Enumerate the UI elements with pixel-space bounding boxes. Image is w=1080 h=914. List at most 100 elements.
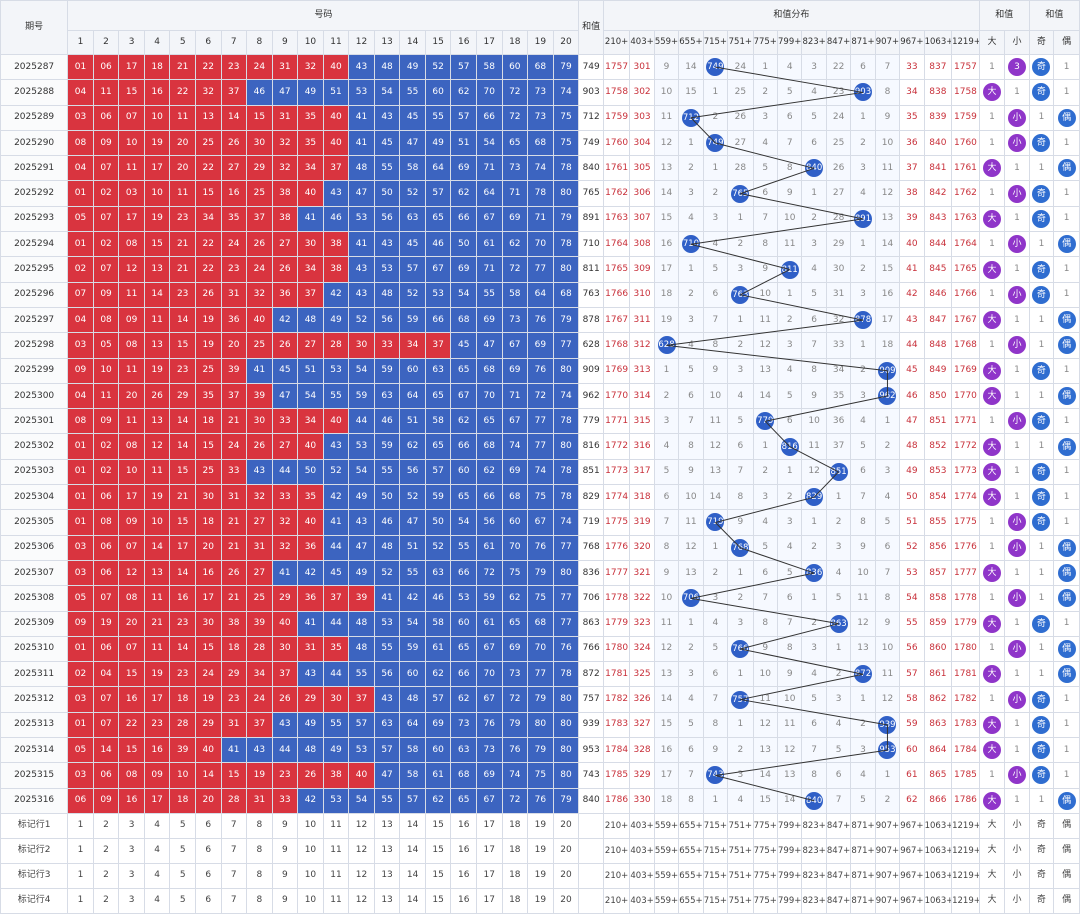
draw-row[interactable]: 2025315 03 06 08 09 10 14 15 19 23 26 38 40 47 58 61 68 6… [0,762,1080,789]
draw-row[interactable]: 2025311 02 04 15 19 23 24 29 34 37 43 44 55 56 60 62 66 7… [0,661,1080,688]
draw-row[interactable]: 2025300 04 11 20 26 29 35 37 39 47 54 55 59 63 64 65 67 7… [0,382,1080,410]
marker-number-cell[interactable]: 5 [169,862,196,889]
draw-row[interactable]: 2025290 08 09 10 19 20 25 26 30 32 35 40 41 45 47 49 51 5… [0,129,1080,157]
marker-dist-cell[interactable]: 799+ [776,812,803,839]
number-col-3[interactable]: 3 [118,30,145,55]
dist-col-9[interactable]: 847+ [825,30,852,55]
marker-dist-cell[interactable]: 823+ [801,837,827,864]
draw-row[interactable]: 2025313 01 07 22 23 28 29 31 37 43 49 55 57 63 64 69 73 7… [0,711,1080,739]
marker-dist-cell[interactable]: 871+ [850,837,876,864]
marker-number-cell[interactable]: 4 [143,887,171,914]
marker-number-cell[interactable]: 11 [322,837,350,864]
number-col-12[interactable]: 12 [348,30,375,55]
marker-number-cell[interactable]: 8 [246,837,273,864]
marker-number-cell[interactable]: 10 [297,837,324,864]
marker-number-cell[interactable]: 4 [143,862,171,889]
marker-row[interactable]: 标记行4 1 2 3 4 5 6 7 8 9 10 11 12 13 14 15 16 17 18 19 20 210+ 4… [0,887,1080,914]
dist-col-1[interactable]: 403+ [629,30,655,55]
marker-dist-cell[interactable]: 559+ [653,812,680,839]
number-col-5[interactable]: 5 [169,30,196,55]
marker-number-cell[interactable]: 8 [246,887,273,914]
marker-dist-cell[interactable]: 775+ [752,887,778,914]
dist-col-10[interactable]: 871+ [850,30,876,55]
marker-number-cell[interactable]: 18 [501,812,529,839]
draw-row[interactable]: 2025298 03 05 08 13 15 19 20 25 26 27 28 30 33 34 37 45 4… [0,332,1080,359]
parity-even-col[interactable]: 偶 [1053,30,1080,55]
dist-col-4[interactable]: 715+ [702,30,729,55]
draw-row[interactable]: 2025314 05 14 15 16 39 40 41 43 44 48 49 53 57 58 60 63 7… [0,737,1080,764]
draw-row[interactable]: 2025288 04 11 15 16 22 32 37 46 47 49 51 53 54 55 60 62 7… [0,79,1080,106]
marker-number-cell[interactable]: 2 [92,887,120,914]
draw-row[interactable]: 2025287 01 06 17 18 21 22 23 24 31 32 40 43 48 49 52 57 5… [0,53,1080,81]
draw-row[interactable]: 2025293 05 07 17 19 23 34 35 37 38 41 46 53 56 63 65 66 6… [0,205,1080,233]
draw-row[interactable]: 2025312 03 07 16 17 18 19 23 24 26 29 30 37 43 48 57 62 6… [0,686,1080,713]
draw-row[interactable]: 2025303 01 02 10 11 15 25 33 43 44 50 52 54 55 56 57 60 6… [0,458,1080,486]
marker-number-cell[interactable]: 8 [246,812,273,839]
marker-dist-cell[interactable]: 559+ [653,887,680,914]
marker-number-cell[interactable]: 17 [475,862,503,889]
marker-size_big[interactable]: 大 [978,862,1006,889]
marker-dist-cell[interactable]: 403+ [629,862,655,889]
marker-number-cell[interactable]: 20 [552,812,580,839]
marker-parity_odd[interactable]: 奇 [1028,887,1055,914]
draw-row[interactable]: 2025291 04 07 11 17 20 22 27 29 32 34 37 48 55 58 64 69 7… [0,155,1080,182]
marker-number-cell[interactable]: 6 [194,887,222,914]
dist-col-5[interactable]: 751+ [727,30,754,55]
number-col-15[interactable]: 15 [424,30,452,55]
marker-number-cell[interactable]: 7 [220,862,248,889]
marker-dist-cell[interactable]: 1063+ [923,862,953,889]
number-col-9[interactable]: 9 [271,30,299,55]
number-col-2[interactable]: 2 [92,30,120,55]
marker-number-cell[interactable]: 2 [92,862,120,889]
number-col-4[interactable]: 4 [143,30,171,55]
number-col-7[interactable]: 7 [220,30,248,55]
marker-number-cell[interactable]: 17 [475,887,503,914]
marker-number-cell[interactable]: 1 [67,837,94,864]
dist-col-7[interactable]: 799+ [776,30,803,55]
marker-dist-cell[interactable]: 871+ [850,887,876,914]
dist-col-0[interactable]: 210+ [602,30,631,55]
dist-col-8[interactable]: 823+ [801,30,827,55]
draw-row[interactable]: 2025302 01 02 08 12 14 15 24 26 27 40 43 53 59 62 65 66 6… [0,433,1080,460]
marker-number-cell[interactable]: 18 [501,837,529,864]
marker-number-cell[interactable]: 7 [220,887,248,914]
marker-number-cell[interactable]: 1 [67,862,94,889]
marker-dist-cell[interactable]: 655+ [678,862,704,889]
marker-dist-cell[interactable]: 1063+ [923,837,953,864]
marker-number-cell[interactable]: 3 [118,887,145,914]
marker-number-cell[interactable]: 13 [373,862,401,889]
marker-number-cell[interactable]: 20 [552,887,580,914]
marker-dist-cell[interactable]: 775+ [752,862,778,889]
marker-row[interactable]: 标记行3 1 2 3 4 5 6 7 8 9 10 11 12 13 14 15 16 17 18 19 20 210+ 4… [0,862,1080,889]
draw-row[interactable]: 2025307 03 06 12 13 14 16 26 27 41 42 45 49 52 55 63 66 7… [0,559,1080,587]
marker-row[interactable]: 标记行1 1 2 3 4 5 6 7 8 9 10 11 12 13 14 15 16 17 18 19 20 210+ 4… [0,812,1080,839]
marker-dist-cell[interactable]: 799+ [776,837,803,864]
marker-dist-cell[interactable]: 751+ [727,887,754,914]
marker-number-cell[interactable]: 15 [424,862,452,889]
marker-dist-cell[interactable]: 210+ [602,887,631,914]
marker-number-cell[interactable]: 2 [92,837,120,864]
marker-number-cell[interactable]: 5 [169,837,196,864]
marker-dist-cell[interactable]: 967+ [899,837,925,864]
dist-col-11[interactable]: 907+ [874,30,901,55]
number-col-18[interactable]: 18 [501,30,529,55]
marker-number-cell[interactable]: 10 [297,887,324,914]
draw-row[interactable]: 2025305 01 08 09 10 15 18 21 27 32 40 41 43 46 47 50 54 5… [0,509,1080,536]
marker-number-cell[interactable]: 18 [501,862,529,889]
number-col-6[interactable]: 6 [194,30,222,55]
parity-odd-col[interactable]: 奇 [1028,30,1055,55]
draw-row[interactable]: 2025295 02 07 12 13 21 22 23 24 26 34 38 43 53 57 67 69 7… [0,256,1080,283]
number-col-19[interactable]: 19 [527,30,554,55]
marker-number-cell[interactable]: 13 [373,812,401,839]
marker-number-cell[interactable]: 20 [552,837,580,864]
marker-dist-cell[interactable]: 871+ [850,812,876,839]
number-col-1[interactable]: 1 [67,30,94,55]
marker-number-cell[interactable]: 16 [450,812,477,839]
marker-number-cell[interactable]: 11 [322,862,350,889]
marker-parity_even[interactable]: 偶 [1053,862,1080,889]
marker-dist-cell[interactable]: 847+ [825,837,852,864]
marker-number-cell[interactable]: 15 [424,887,452,914]
marker-number-cell[interactable]: 5 [169,887,196,914]
draw-row[interactable]: 2025309 09 19 20 21 23 30 38 39 40 41 44 48 53 54 58 60 6… [0,610,1080,637]
marker-number-cell[interactable]: 7 [220,812,248,839]
